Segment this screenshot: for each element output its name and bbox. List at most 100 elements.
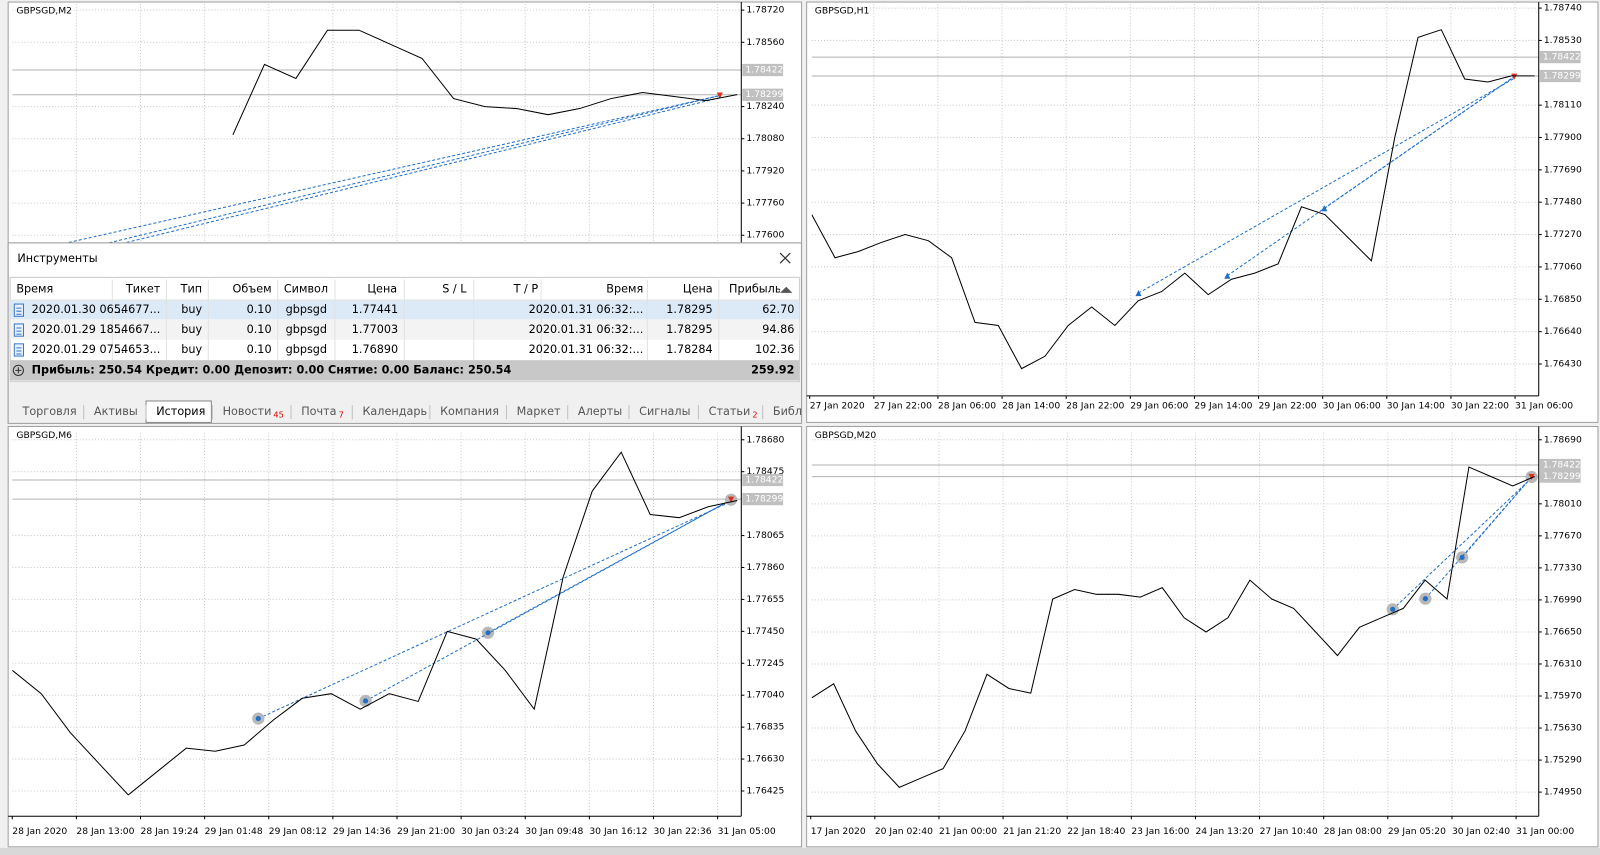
tab[interactable]: Почта: [301, 405, 336, 418]
pane-frame: [7, 425, 803, 848]
price-level-box: [1539, 69, 1581, 83]
x-tick-label: 28 Jan 06:00: [938, 401, 996, 412]
table-cell: 1.78284: [666, 343, 712, 356]
y-tick-label: 1.77600: [746, 230, 784, 241]
price-line: [811, 466, 1535, 788]
tab[interactable]: Активы: [94, 405, 138, 418]
table-cell: 2020.01.30 06...: [32, 303, 125, 316]
x-tick-label: 28 Jan 14:00: [1002, 401, 1060, 412]
x-tick-label: 31 Jan 00:00: [1516, 826, 1574, 837]
x-tick-label: 24 Jan 13:20: [1195, 826, 1253, 837]
trade-open: [1422, 596, 1428, 602]
x-tick-label: 29 Jan 14:00: [1194, 401, 1252, 412]
y-tick-label: 1.78530: [1544, 35, 1582, 46]
y-tick-label: 1.76990: [1544, 594, 1582, 605]
table-cell: buy: [181, 323, 202, 336]
table-cell: 94.86: [762, 323, 794, 336]
price-level-label: 1.78299: [745, 494, 783, 505]
y-tick-label: 1.76640: [1544, 326, 1582, 337]
price-level-label: 1.78299: [745, 89, 783, 100]
column-header: Объем: [233, 283, 272, 296]
panel-title: Инструменты: [17, 252, 97, 265]
close-button[interactable]: [779, 252, 791, 264]
column-header: Прибыль: [729, 283, 781, 296]
summary-icon-plus: [15, 367, 22, 374]
price-level-box: [742, 492, 784, 506]
price-level-label: 1.78299: [1543, 471, 1581, 482]
y-tick-label: 1.77690: [1544, 164, 1582, 175]
y-tick-label: 1.78240: [746, 101, 784, 112]
x-tick-label: 30 Jan 02:40: [1452, 826, 1510, 837]
chart-title: GBPSGD,M2: [16, 6, 72, 17]
trade-line: [1138, 77, 1515, 294]
table-cell: 0.10: [247, 323, 272, 336]
tab[interactable]: Сигналы: [639, 405, 690, 418]
price-line: [12, 451, 738, 796]
y-tick-label: 1.76650: [1544, 626, 1582, 637]
table-cell: 1.77003: [352, 323, 398, 336]
sort-arrow: [780, 286, 793, 293]
tab[interactable]: Календарь: [362, 405, 427, 418]
y-tick-label: 1.78560: [746, 37, 784, 48]
x-tick-label: 23 Jan 16:00: [1131, 826, 1189, 837]
table-cell: 54653...: [114, 343, 160, 356]
y-tick-label: 1.78740: [1544, 3, 1582, 14]
y-tick-label: 1.77860: [746, 562, 784, 573]
x-tick-label: 31 Jan 05:00: [718, 826, 776, 837]
price-level-box: [742, 473, 784, 487]
tab[interactable]: Библ: [773, 405, 802, 418]
trade-line: [487, 499, 732, 634]
column-header: Цена: [683, 283, 713, 296]
summary-total: 259.92: [751, 363, 794, 376]
y-tick-label: 1.75970: [1544, 691, 1582, 702]
x-tick-label: 27 Jan 2020: [810, 401, 865, 412]
price-level-label: 1.78422: [745, 474, 783, 485]
table-cell: 2020.01.31 06:32:...: [529, 343, 644, 356]
tab[interactable]: История: [156, 405, 205, 418]
table-cell: 1.78295: [666, 303, 712, 316]
table-cell: 0.10: [247, 343, 272, 356]
price-level-label: 1.78422: [745, 65, 783, 76]
tab-badge: 45: [273, 410, 283, 420]
table-cell: 62.70: [762, 303, 794, 316]
tab-badge: 2: [752, 410, 757, 420]
table-cell: 1.76890: [352, 343, 398, 356]
y-tick-label: 1.78720: [746, 5, 784, 16]
price-level-label: 1.78422: [1543, 460, 1581, 471]
row-icon: [13, 323, 24, 337]
trade-open: [255, 716, 261, 722]
y-tick-label: 1.78010: [1544, 498, 1582, 509]
tab[interactable]: Маркет: [517, 405, 561, 418]
y-tick-label: 1.77245: [746, 658, 784, 669]
price-level-box: [742, 88, 784, 101]
tab[interactable]: Компания: [440, 405, 499, 418]
column-header: S / L: [442, 283, 467, 296]
table-cell: gbpsgd: [286, 303, 327, 316]
summary-bar: [10, 360, 800, 381]
y-tick-label: 1.78680: [746, 434, 784, 445]
price-level-label: 1.78299: [1543, 71, 1581, 82]
y-tick-label: 1.78065: [746, 530, 784, 541]
x-tick-label: 21 Jan 21:20: [1003, 826, 1061, 837]
trade-line: [1425, 476, 1532, 600]
trade-open: [1135, 290, 1142, 297]
plot: [811, 4, 1539, 396]
trade-line: [1227, 76, 1515, 277]
x-tick-label: 17 Jan 2020: [811, 826, 866, 837]
table-cell: 2020.01.29 07...: [32, 343, 125, 356]
trade-close: [716, 92, 723, 99]
price-level-box: [1539, 50, 1581, 64]
row-icon-lines: [16, 307, 22, 315]
tab[interactable]: Статьи: [709, 405, 751, 418]
tab[interactable]: Торговля: [21, 405, 76, 418]
tab[interactable]: Алерты: [578, 405, 622, 418]
price-level-box: [742, 63, 784, 77]
table-cell: 2020.01.29 18...: [32, 323, 125, 336]
table-cell: buy: [181, 343, 202, 356]
tab[interactable]: Новости: [223, 405, 272, 418]
y-tick-label: 1.77060: [1544, 261, 1582, 272]
x-tick-label: 29 Jan 14:36: [333, 826, 391, 837]
price-level-box: [1539, 458, 1581, 472]
trade-close: [728, 496, 735, 503]
y-tick-label: 1.78475: [746, 466, 784, 477]
